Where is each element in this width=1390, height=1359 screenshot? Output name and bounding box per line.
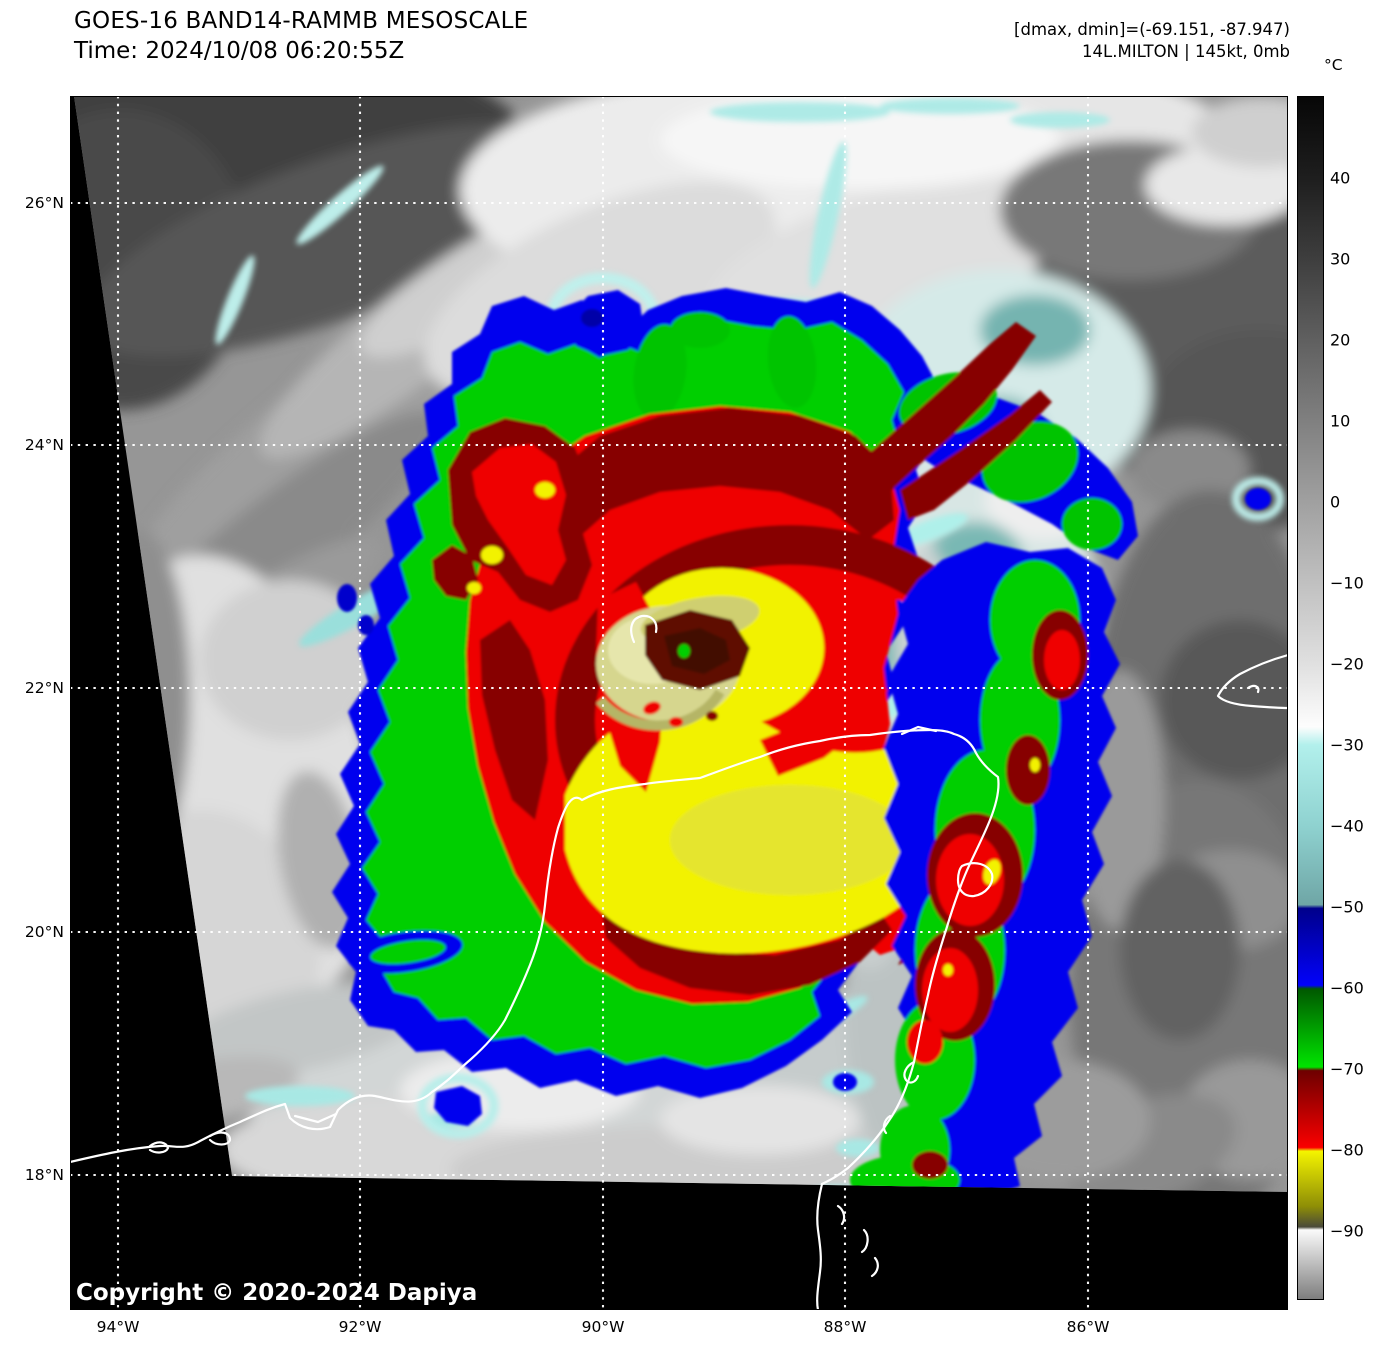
colorbar-tick: 20 [1330, 330, 1351, 350]
copyright-watermark: Copyright © 2020-2024 Dapiya [76, 1280, 478, 1306]
yucatan-coast [430, 728, 1000, 1186]
colorbar-tick: 0 [1330, 492, 1341, 512]
lat-label-26n: 26°N [24, 194, 64, 212]
colorbar-tick: 10 [1330, 411, 1351, 431]
scan-swath [74, 96, 1288, 1192]
lon-label-94w: 94°W [96, 1318, 140, 1336]
page-title: GOES-16 BAND14-RAMMB MESOSCALE [74, 8, 529, 34]
colorbar-tick: −90 [1330, 1221, 1364, 1241]
colorbar-tick: −50 [1330, 897, 1364, 917]
gulf-coast-mexico [68, 1090, 434, 1164]
colorbar-tick: −20 [1330, 654, 1364, 674]
nw-convective-cells [432, 418, 592, 612]
colorbar-tick: 40 [1330, 168, 1351, 188]
colorbar-tick: −70 [1330, 1059, 1364, 1079]
colorbar-tick: −30 [1330, 735, 1364, 755]
storm-info: 14L.MILTON | 145kt, 0mb [1082, 42, 1290, 61]
colorbar-tick: −60 [1330, 978, 1364, 998]
laguna-terminos [148, 1112, 338, 1154]
dmax-dmin-readout: [dmax, dmin]=(-69.151, -87.947) [1014, 20, 1290, 39]
belize-cays [836, 1204, 879, 1278]
colorbar-tick: −80 [1330, 1140, 1364, 1160]
spiral-gap-se [760, 668, 888, 776]
lon-label-88w: 88°W [823, 1318, 867, 1336]
coastline-overlay [68, 614, 1290, 1312]
timestamp: Time: 2024/10/08 06:20:55Z [74, 38, 405, 64]
colorbar-unit: °C [1324, 56, 1343, 74]
colorbar-tick: −10 [1330, 573, 1364, 593]
cozumel-island [956, 862, 994, 898]
lon-label-86w: 86°W [1066, 1318, 1110, 1336]
lat-label-22n: 22°N [24, 679, 64, 697]
lat-label-20n: 20°N [24, 923, 64, 941]
colorbar-tick: 30 [1330, 249, 1351, 269]
holbox-squiggle [900, 725, 938, 736]
lat-label-24n: 24°N [24, 436, 64, 454]
satellite-image [68, 95, 1290, 1312]
alacranes-reef [630, 614, 658, 644]
eye-dot [678, 644, 690, 658]
lon-label-92w: 92°W [338, 1318, 382, 1336]
hurricane-core [332, 288, 1271, 1192]
colorbar-tick-labels: 40 30 20 10 0 −10 −20 −30 −40 −50 −60 −70 −80 −90 [1330, 96, 1388, 1300]
eastern-rainband [850, 542, 1120, 1192]
lon-label-90w: 90°W [581, 1318, 625, 1336]
gridlines [70, 96, 1288, 1310]
colorbar-tick: −40 [1330, 816, 1364, 836]
satellite-map-panel [68, 95, 1290, 1312]
temperature-colorbar [1297, 96, 1324, 1300]
lat-label-18n: 18°N [24, 1166, 64, 1184]
ascension-bays [882, 1060, 920, 1135]
detached-cold-blobs [337, 290, 1271, 1126]
belize-coast [816, 1182, 824, 1312]
